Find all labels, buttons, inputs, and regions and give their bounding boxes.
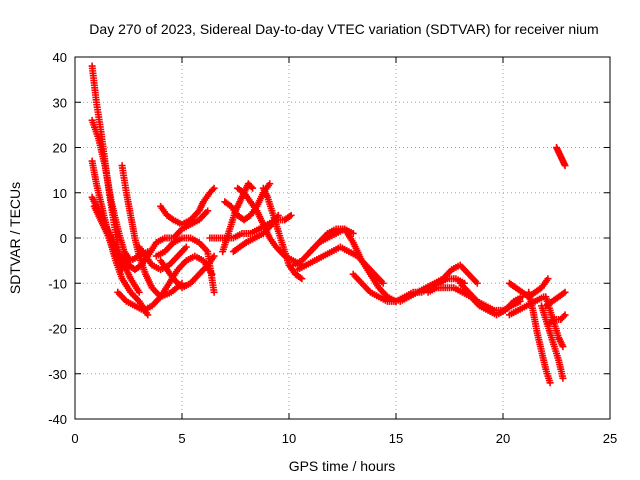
data-series-track-18 [259, 184, 306, 283]
data-series-track-29 [538, 302, 567, 382]
x-tick-label: 10 [282, 431, 296, 446]
chart-title: Day 270 of 2023, Sidereal Day-to-day VTE… [89, 21, 598, 37]
y-axis-label: SDTVAR / TECUs [7, 182, 23, 294]
x-tick-label: 20 [496, 431, 510, 446]
y-tick-label: -20 [48, 322, 67, 337]
x-tick-label: 15 [389, 431, 403, 446]
y-tick-label: 20 [53, 141, 67, 156]
data-series-track-20 [294, 243, 387, 287]
data-series-track-23 [396, 261, 481, 305]
data-series-track-17 [234, 184, 306, 269]
y-tick-label: -40 [48, 412, 67, 427]
data-series-track-25 [456, 279, 524, 314]
axis-ticks: 0 5 10 15 20 25 -40 -30 -20 -10 0 10 20 30 40 [48, 50, 617, 446]
y-tick-label: 40 [53, 50, 67, 65]
data-series-track-11 [152, 234, 218, 296]
y-tick-label: 0 [60, 231, 67, 246]
data-series-track-6 [118, 162, 186, 301]
data-series-track-2 [88, 116, 152, 265]
data-series-track-32 [544, 311, 569, 328]
x-tick-label: 25 [603, 431, 617, 446]
data-series-track-15 [221, 180, 274, 224]
x-tick-label: 5 [178, 431, 185, 446]
x-tick-label: 0 [71, 431, 78, 446]
data-marks [88, 62, 569, 387]
data-series-track-33 [553, 144, 569, 170]
data-series-track-26 [505, 293, 548, 319]
data-series-track-5 [90, 202, 126, 274]
grid-lines [75, 57, 610, 419]
y-tick-label: 30 [53, 95, 67, 110]
x-axis-label: GPS time / hours [289, 458, 396, 474]
y-tick-label: -30 [48, 367, 67, 382]
data-series-track-28 [525, 288, 554, 387]
y-tick-label: 10 [53, 186, 67, 201]
data-series-track-31 [542, 288, 569, 310]
y-tick-label: -10 [48, 276, 67, 291]
data-series-track-21 [306, 225, 357, 256]
data-series-track-12 [157, 184, 218, 228]
